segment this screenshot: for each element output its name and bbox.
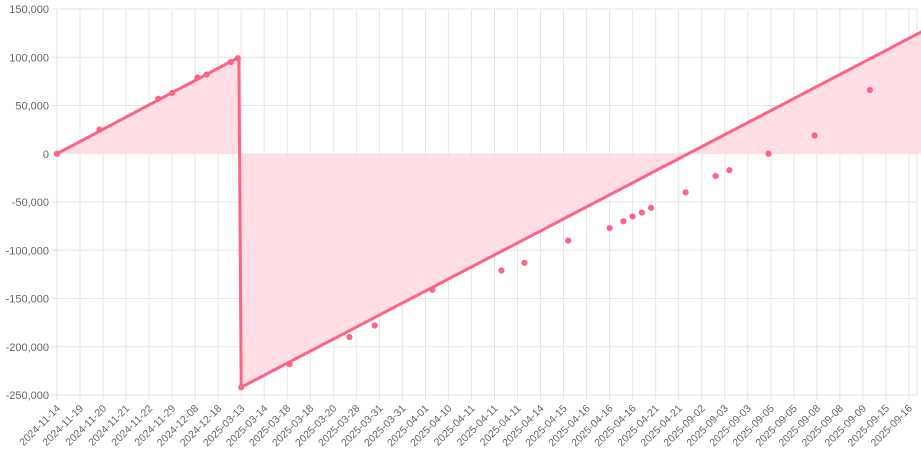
series-line [56,30,921,389]
data-point[interactable] [629,213,636,220]
data-point[interactable] [866,86,873,94]
data-point[interactable] [606,224,613,232]
y-tick-label: -250,000 [6,390,49,402]
data-point[interactable] [429,286,436,293]
data-point[interactable] [203,71,210,78]
series-line-layer [56,30,921,389]
data-point[interactable] [169,89,176,97]
data-point[interactable] [811,132,818,139]
y-axis: 150,000 100,000 50,000 0 -50,000 -100,000 -150… [6,4,49,402]
data-point[interactable] [346,334,353,341]
data-point[interactable] [238,384,245,391]
area-fill [57,32,921,388]
data-point[interactable] [227,58,234,66]
data-point[interactable] [96,126,103,133]
y-tick-label: -150,000 [6,294,49,306]
point-markers [53,55,873,391]
x-axis: 2024-11-142024-11-192024-11-202024-11-21… [17,403,915,450]
y-tick-label: 0 [43,149,49,161]
data-point[interactable] [565,237,572,244]
y-tick-label: -100,000 [6,245,49,257]
data-point[interactable] [234,55,241,62]
data-point[interactable] [194,74,201,81]
data-point[interactable] [712,172,719,180]
data-point[interactable] [286,361,293,368]
data-point[interactable] [765,150,772,157]
y-tick-label: 150,000 [9,4,49,16]
data-point[interactable] [647,204,655,211]
data-point[interactable] [682,189,689,196]
data-point[interactable] [371,322,378,329]
y-tick-label: 100,000 [9,52,49,64]
y-tick-label: -50,000 [12,197,49,209]
area-fill-layer [57,32,921,388]
y-tick-label: -200,000 [6,342,49,354]
y-tick-label: 50,000 [15,101,49,113]
data-point[interactable] [155,95,162,102]
data-point[interactable] [620,218,627,225]
data-point[interactable] [498,267,505,274]
data-point[interactable] [53,150,61,157]
data-point[interactable] [726,167,733,174]
data-point[interactable] [638,209,645,216]
data-point[interactable] [521,259,528,266]
